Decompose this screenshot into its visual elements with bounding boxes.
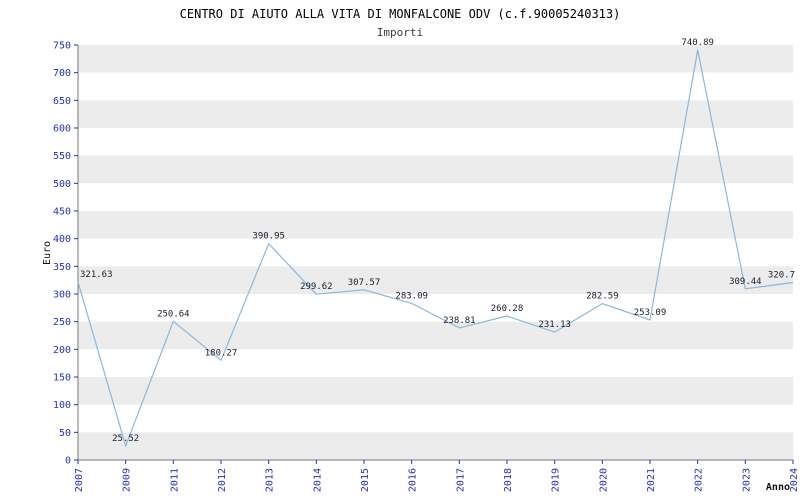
data-point-label: 260.28	[491, 304, 524, 314]
x-tick-label: 2009	[122, 468, 133, 492]
grid-band	[78, 183, 793, 211]
x-tick-label: 2022	[694, 468, 705, 492]
y-tick-label: 600	[53, 124, 71, 135]
data-point-label: 282.59	[586, 292, 619, 302]
x-tick-label: 2019	[551, 468, 562, 492]
y-tick-label: 0	[65, 456, 71, 467]
y-tick-label: 650	[53, 96, 71, 107]
data-point-label: 283.09	[395, 291, 428, 301]
y-tick-label: 350	[53, 262, 71, 273]
x-axis-label: Anno	[766, 482, 790, 493]
grid-band	[78, 266, 793, 294]
data-point-label: 321.63	[80, 270, 113, 280]
y-tick-label: 400	[53, 234, 71, 245]
y-tick-label: 500	[53, 179, 71, 190]
x-tick-label: 2007	[74, 468, 85, 492]
chart-subtitle: Importi	[377, 26, 423, 39]
x-tick-label: 2014	[312, 468, 323, 492]
data-point-label: 390.95	[252, 232, 285, 242]
y-tick-label: 50	[59, 428, 71, 439]
x-axis-ticks: 2007 2009 2011 2012 2013 2014 2015 2016 2017 2018…	[74, 460, 800, 492]
y-tick-label: 300	[53, 290, 71, 301]
grid-band	[78, 294, 793, 322]
grid-band	[78, 404, 793, 433]
chart-title: CENTRO DI AIUTO ALLA VITA DI MONFALCONE …	[180, 7, 621, 21]
y-tick-label: 700	[53, 68, 71, 79]
y-tick-label: 100	[53, 400, 71, 411]
data-point-label: 253.09	[634, 308, 667, 318]
x-tick-label: 2015	[360, 468, 371, 492]
y-axis-ticks: 0 50 100 150 200 250 300 350 400 450 500 550 600 650 7…	[53, 41, 78, 467]
grid-band	[78, 377, 793, 405]
data-point-label: 309.44	[729, 277, 762, 287]
series-line-group	[77, 49, 794, 447]
axes	[77, 45, 793, 461]
data-point-label: 740.89	[681, 38, 714, 48]
data-point-label: 231.13	[538, 320, 571, 330]
grid-band	[78, 321, 793, 350]
background-bands	[78, 45, 793, 460]
y-tick-label: 250	[53, 317, 71, 328]
data-point-label: 307.57	[348, 278, 381, 288]
x-tick-label: 2011	[169, 468, 180, 492]
x-tick-label: 2021	[646, 468, 657, 492]
x-tick-label: 2012	[217, 468, 228, 492]
series-line	[77, 49, 794, 447]
x-tick-label: 2018	[503, 468, 514, 492]
grid-band	[78, 432, 793, 460]
data-point-label: 250.64	[157, 309, 190, 319]
grid-band	[78, 100, 793, 128]
y-tick-label: 450	[53, 207, 71, 218]
x-tick-label: 2017	[455, 468, 466, 492]
data-point-label: 180.27	[205, 348, 238, 358]
y-tick-label: 550	[53, 151, 71, 162]
y-axis-label: Euro	[42, 241, 53, 265]
x-tick-label: 2023	[741, 468, 752, 492]
x-tick-label: 2016	[408, 468, 419, 492]
grid-band	[78, 238, 793, 267]
x-tick-label: 2024	[789, 468, 800, 492]
grid-band	[78, 155, 793, 184]
grid-band	[78, 128, 793, 156]
y-tick-label: 200	[53, 345, 71, 356]
x-tick-label: 2020	[598, 468, 609, 492]
x-tick-label: 2013	[265, 468, 276, 492]
data-point-label: 299.62	[300, 282, 333, 292]
data-point-label: 238.81	[443, 316, 476, 326]
y-tick-label: 150	[53, 373, 71, 384]
data-point-label: 25.52	[112, 434, 139, 444]
y-tick-label: 750	[53, 41, 71, 52]
data-point-labels: 321.63 25.52 250.64 180.27 390.95 299.62 307.5…	[80, 38, 795, 444]
data-point-label: 320.7	[768, 271, 795, 281]
grid-band	[78, 45, 793, 73]
grid-band	[78, 349, 793, 377]
grid-band	[78, 72, 793, 101]
grid-band	[78, 211, 793, 239]
